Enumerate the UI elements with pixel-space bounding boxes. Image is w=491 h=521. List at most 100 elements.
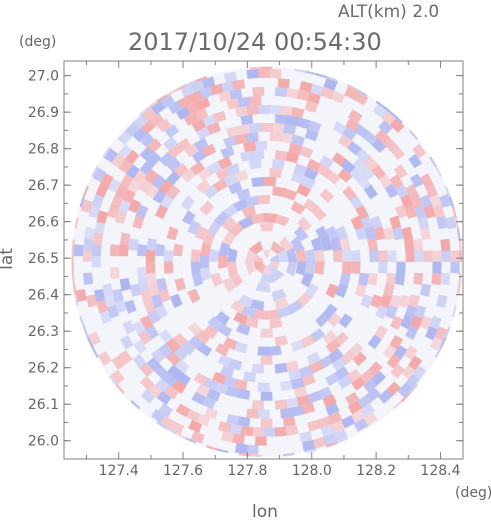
field-cell <box>354 124 370 139</box>
field-cell <box>378 173 393 189</box>
field-cell <box>174 359 190 374</box>
field-cell <box>274 335 289 347</box>
field-cell <box>260 418 273 428</box>
field-cell <box>139 362 154 378</box>
field-cell <box>202 230 216 246</box>
field-cell <box>425 183 438 198</box>
field-cell <box>158 329 173 344</box>
field-cell <box>95 183 109 198</box>
field-cell <box>400 194 414 209</box>
field-cell <box>254 140 267 151</box>
field-cell <box>307 92 321 104</box>
field-cell <box>188 90 203 104</box>
field-cell <box>174 277 186 292</box>
field-cell <box>175 106 191 120</box>
field-cell <box>82 185 89 197</box>
altitude-label: ALT(km) 2.0 <box>338 2 439 22</box>
field-cell <box>328 348 344 363</box>
y-tick-label: 26.0 <box>28 434 59 450</box>
field-cell <box>285 425 299 436</box>
field-cell <box>290 339 305 352</box>
field-cell <box>110 369 125 385</box>
field-cell <box>234 170 248 183</box>
field-cell <box>419 194 433 209</box>
field-cell <box>215 311 231 326</box>
field-cell <box>291 134 305 147</box>
field-cell <box>310 328 326 343</box>
field-cell <box>240 426 253 437</box>
field-cell <box>434 347 442 359</box>
field-cell <box>413 272 424 286</box>
field-cell <box>96 299 108 314</box>
field-cell <box>360 215 374 230</box>
field-cell <box>117 144 132 159</box>
field-cell <box>261 66 273 69</box>
field-cell <box>383 226 395 241</box>
field-cell <box>296 183 312 198</box>
field-cell <box>74 217 79 229</box>
field-cell <box>136 243 147 257</box>
field-cell <box>304 128 319 142</box>
field-cell <box>238 215 254 230</box>
field-cell <box>248 159 262 170</box>
field-cell <box>445 216 457 230</box>
field-cell <box>404 238 415 251</box>
field-cell <box>176 371 191 386</box>
field-cell <box>141 107 157 122</box>
field-cell <box>82 326 89 338</box>
field-cell <box>401 364 416 380</box>
field-cell <box>290 171 305 185</box>
axis-ticks: 127.4 127.6 127.8 128.0 128.2 128.4 26.0 26.1 26… <box>28 61 463 479</box>
field-cell <box>206 388 221 402</box>
field-cell <box>423 205 436 219</box>
field-cell <box>244 195 259 207</box>
field-cell <box>340 350 356 365</box>
field-cell <box>306 351 321 366</box>
field-cell <box>228 221 244 237</box>
field-cell <box>293 163 308 176</box>
field-cell <box>175 403 191 418</box>
field-cell <box>173 332 188 348</box>
field-cell <box>201 76 216 89</box>
field-cell <box>201 396 216 410</box>
field-cell <box>317 416 332 429</box>
field-cell <box>75 289 87 302</box>
field-cell <box>74 294 79 307</box>
field-cell <box>280 132 294 144</box>
field-cell <box>138 107 149 116</box>
field-cell <box>118 244 129 257</box>
field-cell <box>338 313 353 329</box>
field-cell <box>84 227 95 240</box>
field-cell <box>378 261 388 274</box>
field-cell <box>98 351 112 366</box>
field-cell <box>320 236 333 252</box>
field-cell <box>246 444 259 455</box>
field-cell <box>353 91 369 106</box>
field-cell <box>91 244 102 257</box>
field-cell <box>280 407 293 419</box>
field-cell <box>234 133 248 145</box>
field-cell <box>166 351 181 367</box>
field-cell <box>300 334 316 348</box>
field-cell <box>383 283 395 298</box>
field-cell <box>336 437 348 444</box>
field-cell <box>188 335 204 350</box>
field-cell <box>156 421 168 430</box>
field-cell <box>405 374 420 389</box>
field-cell <box>304 448 317 454</box>
field-cell <box>285 360 300 372</box>
field-cell <box>125 149 140 165</box>
field-cell <box>185 79 197 87</box>
y-unit-label: (deg) <box>19 34 56 50</box>
field-cell <box>254 436 267 446</box>
field-cell <box>450 250 460 263</box>
field-cell <box>249 454 262 458</box>
field-cell <box>384 183 399 199</box>
field-cell <box>186 101 201 115</box>
field-cell <box>405 250 415 263</box>
plot-frame <box>63 60 464 460</box>
field-cell <box>193 372 209 386</box>
field-cell <box>305 261 316 276</box>
field-cell <box>394 272 406 286</box>
